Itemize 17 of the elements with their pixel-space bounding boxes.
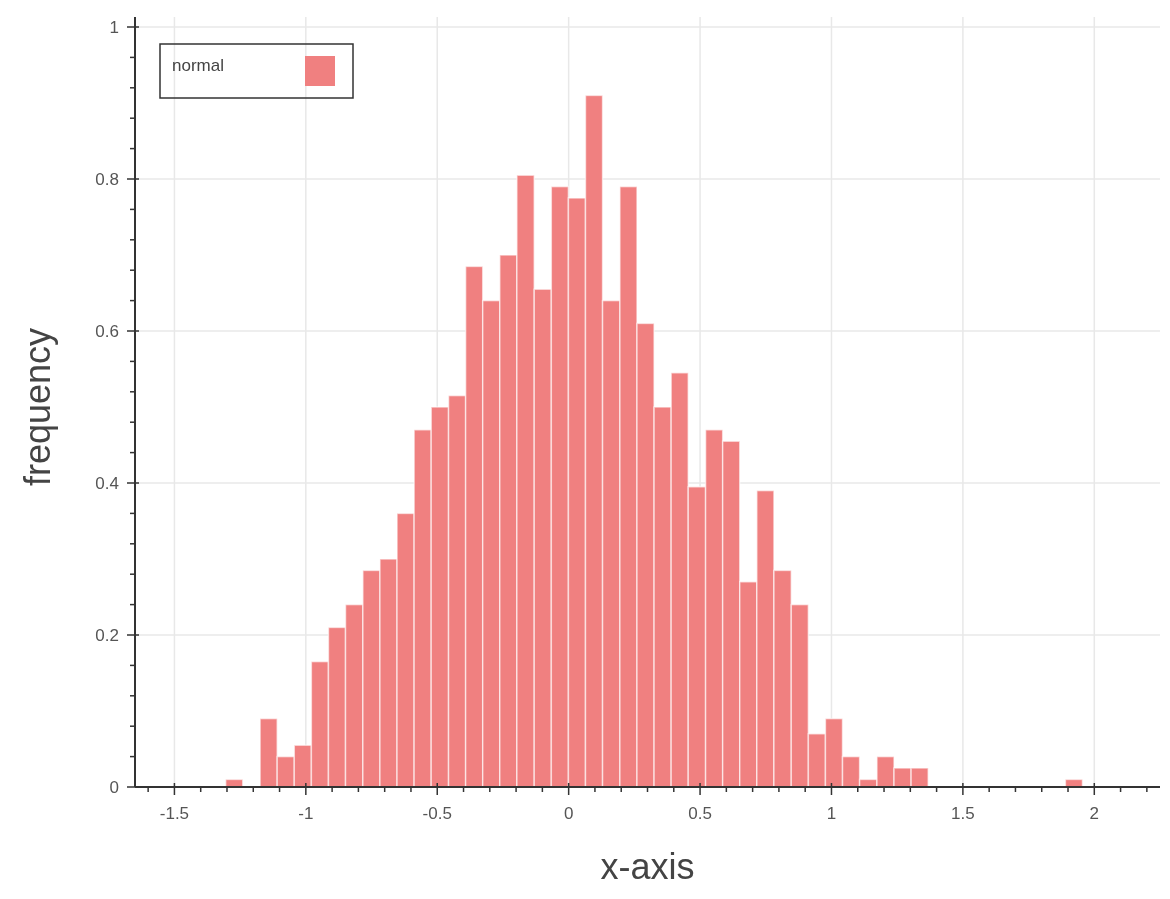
x-tick-label: -0.5	[422, 804, 452, 823]
y-tick-label: 0.2	[95, 626, 119, 645]
y-tick-label: 0	[109, 778, 119, 797]
x-tick-label: 1	[826, 804, 837, 823]
y-axis-title: frequency	[17, 327, 58, 487]
x-tick-label: 1.5	[951, 804, 975, 823]
y-tick-label: 0.6	[95, 322, 119, 341]
x-tick-label: -1.5	[159, 804, 190, 823]
y-tick-label: 0.4	[95, 474, 119, 493]
x-tick-label: 2	[1089, 804, 1100, 823]
x-tick-label: -1	[298, 804, 314, 823]
x-axis-title: x-axis	[600, 846, 695, 887]
y-tick-label: 1	[109, 18, 119, 37]
x-tick-label: 0.5	[688, 804, 712, 823]
legend: normal	[159, 43, 354, 99]
y-tick-label: 0.8	[95, 170, 119, 189]
x-tick-label: 0	[563, 804, 574, 823]
